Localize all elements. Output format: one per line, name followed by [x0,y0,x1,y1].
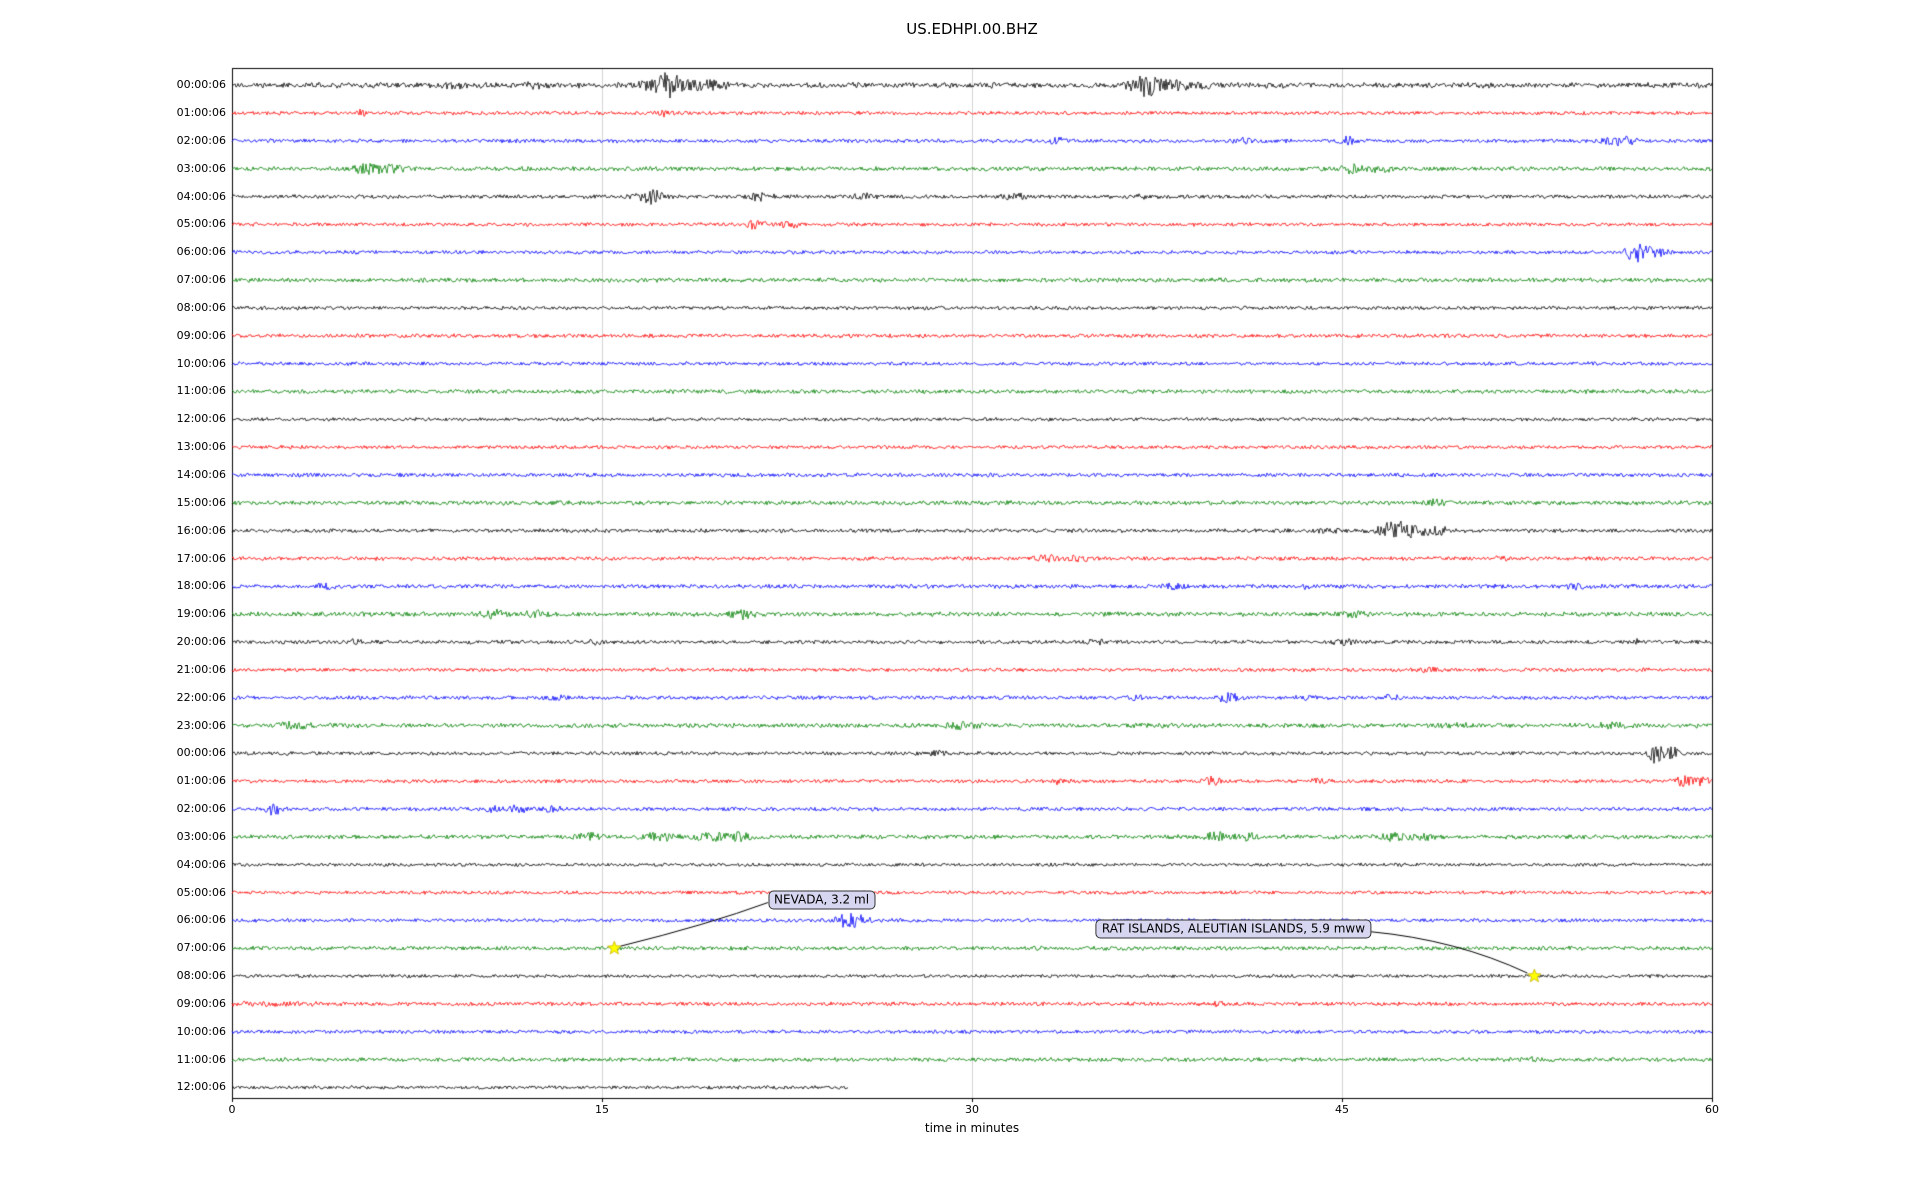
row-label: 13:00:06 [176,440,226,454]
row-label: 07:00:06 [176,273,226,287]
row-label: 02:00:06 [176,802,226,816]
row-label: 04:00:06 [176,857,226,871]
row-label: 16:00:06 [176,523,226,537]
row-label: 07:00:06 [176,941,226,955]
row-label: 09:00:06 [176,328,226,342]
x-tick-label: 15 [595,1103,609,1116]
row-label: 23:00:06 [176,718,226,732]
row-label: 01:00:06 [176,106,226,120]
row-label: 09:00:06 [176,996,226,1010]
event-annotation-rat-islands: RAT ISLANDS, ALEUTIAN ISLANDS, 5.9 mww [1095,919,1372,939]
row-label: 11:00:06 [176,384,226,398]
row-label: 08:00:06 [176,300,226,314]
x-tick-label: 60 [1705,1103,1719,1116]
row-label: 00:00:06 [176,78,226,92]
row-label: 06:00:06 [176,913,226,927]
row-label: 01:00:06 [176,774,226,788]
row-label: 10:00:06 [176,356,226,370]
event-annotation-nevada: NEVADA, 3.2 ml [768,890,876,910]
row-label: 02:00:06 [176,133,226,147]
row-label: 15:00:06 [176,495,226,509]
row-label: 20:00:06 [176,635,226,649]
row-label: 04:00:06 [176,189,226,203]
row-label: 03:00:06 [176,829,226,843]
row-label: 03:00:06 [176,161,226,175]
row-label: 00:00:06 [176,746,226,760]
x-tick-label: 30 [965,1103,979,1116]
x-tick-label: 0 [228,1103,236,1116]
row-label: 12:00:06 [176,1080,226,1094]
x-tick-label: 45 [1335,1103,1349,1116]
row-label: 08:00:06 [176,969,226,983]
x-axis-label: time in minutes [924,1121,1020,1135]
row-label: 10:00:06 [176,1024,226,1038]
row-label: 05:00:06 [176,885,226,899]
row-label: 21:00:06 [176,662,226,676]
row-label: 18:00:06 [176,579,226,593]
row-label: 11:00:06 [176,1052,226,1066]
row-label: 06:00:06 [176,245,226,259]
row-label: 14:00:06 [176,467,226,481]
row-label: 22:00:06 [176,690,226,704]
row-label: 17:00:06 [176,551,226,565]
row-label: 05:00:06 [176,217,226,231]
row-label: 19:00:06 [176,607,226,621]
row-label: 12:00:06 [176,412,226,426]
